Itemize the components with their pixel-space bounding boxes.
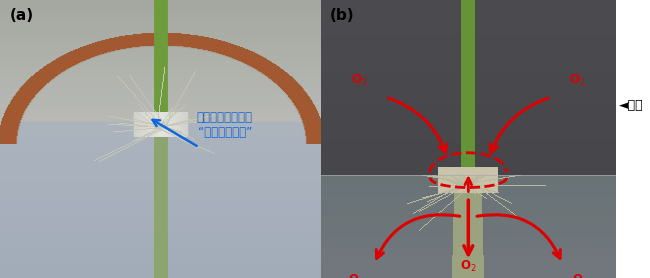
Text: O$_2$: O$_2$	[351, 73, 368, 88]
Text: O$_2$: O$_2$	[572, 273, 588, 278]
Text: O$_2$: O$_2$	[569, 73, 586, 88]
Text: O$_2$: O$_2$	[460, 259, 476, 274]
Text: (b): (b)	[330, 8, 354, 23]
Text: 白いスポンジ状の
“二次通気組織”: 白いスポンジ状の “二次通気組織”	[197, 111, 253, 139]
Text: ◄水面: ◄水面	[619, 99, 644, 112]
Text: O$_2$: O$_2$	[348, 273, 365, 278]
Text: (a): (a)	[10, 8, 34, 23]
